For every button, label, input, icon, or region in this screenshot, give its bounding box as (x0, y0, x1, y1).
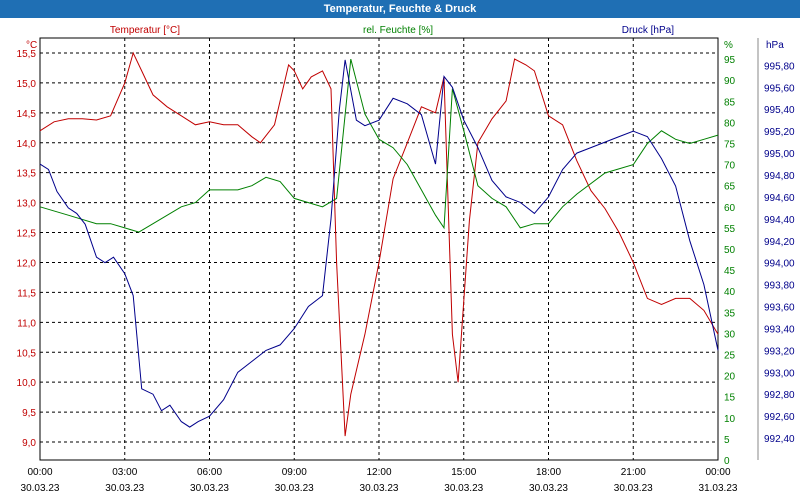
x-tick-date: 30.03.23 (529, 483, 568, 494)
x-tick-time: 21:00 (621, 467, 646, 478)
temperature-line (39, 51, 719, 437)
x-tick-date: 30.03.23 (614, 483, 653, 494)
temperature-tick-label: 9,0 (22, 438, 36, 449)
legend: Temperatur [°C] rel. Feuchte [%] Druck [hP… (110, 25, 674, 36)
humidity-tick-label: 25 (724, 351, 736, 362)
humidity-tick-label: 20 (724, 372, 736, 383)
pressure-tick-label: 993,20 (764, 346, 795, 357)
x-tick-time: 00:00 (27, 467, 52, 478)
pressure-tick-label: 993,00 (764, 368, 795, 379)
humidity-tick-label: 90 (724, 76, 736, 87)
humidity-tick-label: 55 (724, 224, 736, 235)
pressure-tick-label: 995,40 (764, 105, 795, 116)
axes (39, 37, 759, 461)
tick-labels: 00:00 30.03.23 03:00 30.03.23 06:00 30.03.23 0… (17, 40, 795, 494)
x-tick-date: 30.03.23 (360, 483, 399, 494)
pressure-tick-label: 992,80 (764, 390, 795, 401)
humidity-tick-label: 60 (724, 203, 736, 214)
temperature-tick-label: 15,5 (17, 49, 37, 60)
humidity-tick-label: 45 (724, 266, 736, 277)
x-tick-time: 09:00 (282, 467, 307, 478)
temperature-tick-label: 12,0 (17, 258, 37, 269)
humidity-tick-label: 0 (724, 456, 730, 467)
pressure-tick-label: 994,80 (764, 171, 795, 182)
pressure-tick-label: 994,40 (764, 215, 795, 226)
temperature-tick-label: 14,0 (17, 139, 37, 150)
x-tick-time: 00:00 (705, 467, 730, 478)
plot-frame (39, 37, 719, 461)
pressure-tick-label: 994,60 (764, 193, 795, 204)
humidity-tick-label: 40 (724, 287, 736, 298)
x-tick-time: 06:00 (197, 467, 222, 478)
humidity-tick-label: 85 (724, 97, 736, 108)
humidity-tick-label: 95 (724, 55, 736, 66)
x-tick-date: 30.03.23 (275, 483, 314, 494)
temperature-tick-label: 15,0 (17, 79, 37, 90)
humidity-tick-label: 50 (724, 245, 736, 256)
x-tick-time: 12:00 (366, 467, 391, 478)
pressure-tick-label: 994,20 (764, 237, 795, 248)
temperature-unit-label: °C (26, 40, 37, 51)
temperature-tick-label: 10,5 (17, 348, 37, 359)
x-tick-date: 30.03.23 (444, 483, 483, 494)
temperature-tick-label: 13,5 (17, 169, 37, 180)
legend-temperature: Temperatur [°C] (110, 25, 180, 36)
humidity-tick-label: 70 (724, 161, 736, 172)
x-tick-time: 18:00 (536, 467, 561, 478)
humidity-unit-label: % (724, 40, 733, 51)
pressure-tick-label: 993,80 (764, 281, 795, 292)
x-tick-time: 15:00 (451, 467, 476, 478)
temperature-tick-label: 12,5 (17, 229, 37, 240)
temperature-tick-label: 9,5 (22, 408, 36, 419)
chart-title: Temperatur, Feuchte & Druck (0, 0, 800, 18)
x-tick-date: 30.03.23 (190, 483, 229, 494)
humidity-tick-label: 30 (724, 329, 736, 340)
humidity-line (39, 58, 719, 233)
pressure-tick-label: 994,00 (764, 259, 795, 270)
x-tick-date: 30.03.23 (21, 483, 60, 494)
temperature-tick-label: 13,0 (17, 199, 37, 210)
humidity-tick-label: 75 (724, 140, 736, 151)
pressure-tick-label: 992,60 (764, 412, 795, 423)
temperature-tick-label: 10,0 (17, 378, 37, 389)
pressure-tick-label: 993,60 (764, 303, 795, 314)
legend-pressure: Druck [hPa] (622, 25, 674, 36)
temperature-tick-label: 14,5 (17, 109, 37, 120)
x-tick-date: 31.03.23 (699, 483, 738, 494)
x-tick-time: 03:00 (112, 467, 137, 478)
temperature-tick-label: 11,0 (17, 318, 36, 329)
series-group (39, 51, 719, 437)
chart-area: 00:00 30.03.23 03:00 30.03.23 06:00 30.03.23 0… (17, 25, 795, 494)
pressure-tick-label: 995,60 (764, 83, 795, 94)
legend-humidity: rel. Feuchte [%] (363, 25, 433, 36)
pressure-unit-label: hPa (766, 40, 784, 51)
pressure-tick-label: 992,40 (764, 434, 795, 445)
pressure-tick-label: 995,80 (764, 61, 795, 72)
pressure-tick-label: 993,40 (764, 324, 795, 335)
temperature-tick-label: 11,5 (17, 288, 36, 299)
humidity-tick-label: 35 (724, 308, 736, 319)
pressure-tick-label: 995,20 (764, 127, 795, 138)
x-tick-date: 30.03.23 (105, 483, 144, 494)
humidity-tick-label: 10 (724, 414, 736, 425)
pressure-line (39, 59, 719, 428)
humidity-tick-label: 65 (724, 182, 736, 193)
grid (40, 38, 718, 460)
humidity-tick-label: 15 (724, 393, 736, 404)
humidity-tick-label: 80 (724, 118, 736, 129)
humidity-tick-label: 5 (724, 435, 730, 446)
pressure-tick-label: 995,00 (764, 149, 795, 160)
